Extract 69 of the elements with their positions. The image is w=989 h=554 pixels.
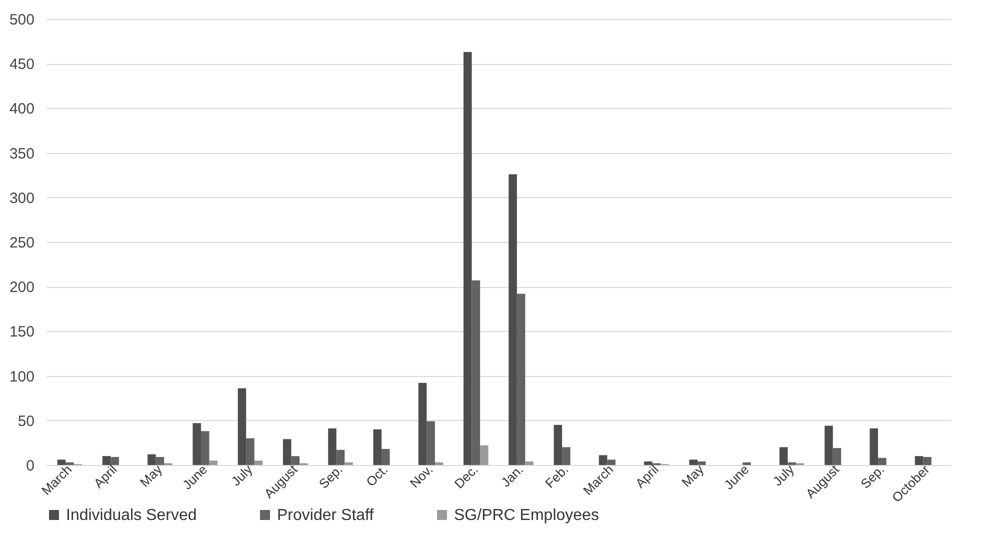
- x-tick-label: Feb.: [542, 462, 572, 491]
- bar: [66, 462, 74, 465]
- bar: [607, 460, 616, 465]
- bar: [418, 382, 427, 465]
- bar: [742, 462, 751, 465]
- legend-label: Individuals Served: [66, 507, 197, 524]
- y-tick-label: 400: [9, 100, 34, 118]
- x-tick-label: Jan.: [498, 462, 526, 490]
- bar: [508, 174, 517, 465]
- bar: [923, 456, 932, 465]
- bar: [824, 426, 833, 465]
- bar: [373, 429, 382, 465]
- y-tick-label: 250: [9, 234, 34, 252]
- y-tick-label: 350: [9, 145, 34, 162]
- x-tick-label: Sep.: [316, 462, 346, 492]
- bar: [246, 438, 254, 465]
- y-tick-label: 500: [9, 12, 34, 28]
- bar: [870, 428, 878, 465]
- bar: [382, 448, 390, 465]
- bar: [525, 461, 534, 465]
- y-tick-label: 150: [9, 324, 34, 341]
- bar: [516, 294, 526, 465]
- bar: [472, 280, 480, 465]
- bar: [878, 458, 886, 465]
- y-tick-label: 100: [9, 368, 34, 386]
- bar: [689, 460, 698, 465]
- bar: [156, 456, 164, 465]
- legend-label: Provider Staff: [277, 507, 374, 524]
- bar: [832, 448, 842, 465]
- bar: [788, 462, 796, 465]
- x-tick-label: Nov.: [406, 462, 436, 491]
- bar: [209, 460, 218, 465]
- bar: [192, 423, 201, 465]
- bar: [464, 52, 472, 465]
- bar: [291, 456, 300, 465]
- x-tick-label: Sep.: [858, 462, 888, 492]
- bar: [282, 439, 292, 465]
- y-tick-label: 200: [9, 279, 34, 296]
- bar: [644, 461, 652, 465]
- bar: [562, 447, 570, 465]
- x-tick-label: July: [228, 461, 256, 489]
- legend-label: SG/PRC Employees: [454, 507, 599, 524]
- x-tick-label: July: [770, 461, 798, 489]
- bar: [110, 456, 119, 465]
- x-tick-label: Dec.: [451, 462, 481, 492]
- bar: [697, 461, 706, 465]
- bar: [57, 460, 66, 465]
- bar: [914, 456, 924, 465]
- x-tick-label: May: [136, 461, 166, 490]
- bar: [779, 447, 788, 465]
- bar: [554, 424, 562, 465]
- bar: [238, 388, 246, 465]
- bar: [426, 421, 435, 465]
- x-tick-label: May: [678, 461, 707, 490]
- bar: [102, 456, 111, 465]
- bar: [434, 462, 444, 465]
- bar: [148, 454, 156, 465]
- bar: [336, 450, 345, 465]
- x-tick-label: Oct.: [363, 462, 391, 490]
- y-tick-label: 450: [9, 56, 34, 74]
- y-tick-label: 0: [26, 458, 34, 474]
- bar: [480, 445, 488, 465]
- bar: [254, 460, 263, 465]
- bar: [200, 431, 210, 465]
- bar: [328, 428, 336, 465]
- bar: [598, 455, 608, 465]
- y-tick-label: 50: [18, 412, 34, 430]
- bar: [344, 462, 353, 465]
- y-tick-label: 300: [9, 190, 34, 207]
